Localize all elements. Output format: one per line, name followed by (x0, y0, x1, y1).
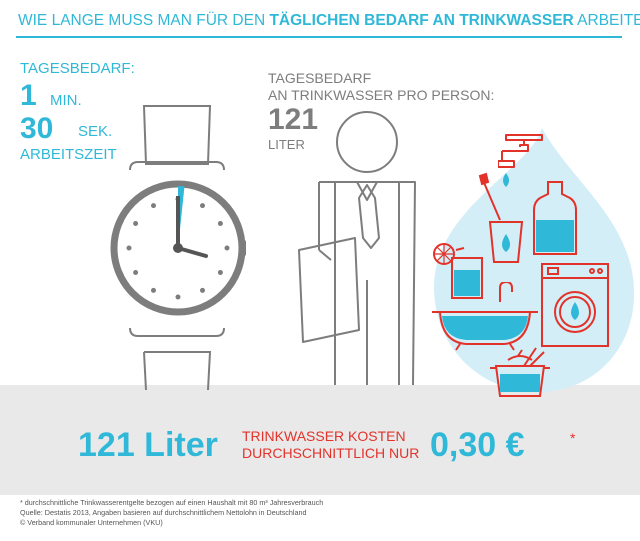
minutes-unit: MIN. (50, 92, 82, 109)
footer-note: * durchschnittliche Trinkwasserentgelte … (20, 498, 324, 507)
drink-glass-icon (433, 243, 483, 299)
per-person-unit: LITER (268, 137, 305, 152)
title-divider (16, 36, 622, 38)
cooking-pot-icon (490, 347, 550, 397)
cost-text-2: DURCHSCHNITTLICH NUR (242, 445, 420, 461)
seconds-value: 30 (20, 112, 54, 145)
cost-liters: 121 Liter (78, 426, 218, 464)
title-prefix: WIE LANGE MUSS MAN FÜR DEN (18, 12, 270, 29)
cost-asterisk: * (570, 430, 576, 446)
seconds-unit: SEK. (78, 123, 113, 140)
cost-price: 0,30 € (430, 426, 525, 464)
footer-source: Quelle: Destatis 2013, Angaben basieren … (20, 508, 307, 517)
per-person-value: 121 (268, 103, 319, 136)
title-bold: TÄGLICHEN BEDARF AN TRINKWASSER (269, 12, 574, 29)
footer-copyright: © Verband kommunaler Unternehmen (VKU) (20, 518, 163, 527)
tagesbedarf-label: TAGESBEDARF: (20, 60, 135, 77)
title-suffix: ARBEITEN? (577, 12, 640, 29)
per-person-label-2: AN TRINKWASSER PRO PERSON: (268, 87, 495, 103)
bathtub-icon (432, 282, 538, 351)
businessman-icon (298, 111, 416, 386)
toothbrush-icon (478, 172, 501, 221)
washing-machine-icon (541, 263, 609, 347)
cost-band (0, 385, 640, 495)
cost-text-1: TRINKWASSER KOSTEN (242, 428, 406, 444)
glass-icon (488, 221, 524, 263)
minutes-value: 1 (20, 79, 37, 112)
tap-icon (498, 134, 543, 187)
footer: * durchschnittliche Trinkwasserentgelte … (20, 498, 620, 528)
per-person-label-1: TAGESBEDARF (268, 70, 372, 86)
arbeitszeit-label: ARBEITSZEIT (20, 146, 117, 163)
page-title: WIE LANGE MUSS MAN FÜR DEN TÄGLICHEN BED… (18, 6, 640, 36)
watch-icon (110, 105, 246, 390)
hot-water-bottle-icon (533, 181, 577, 255)
